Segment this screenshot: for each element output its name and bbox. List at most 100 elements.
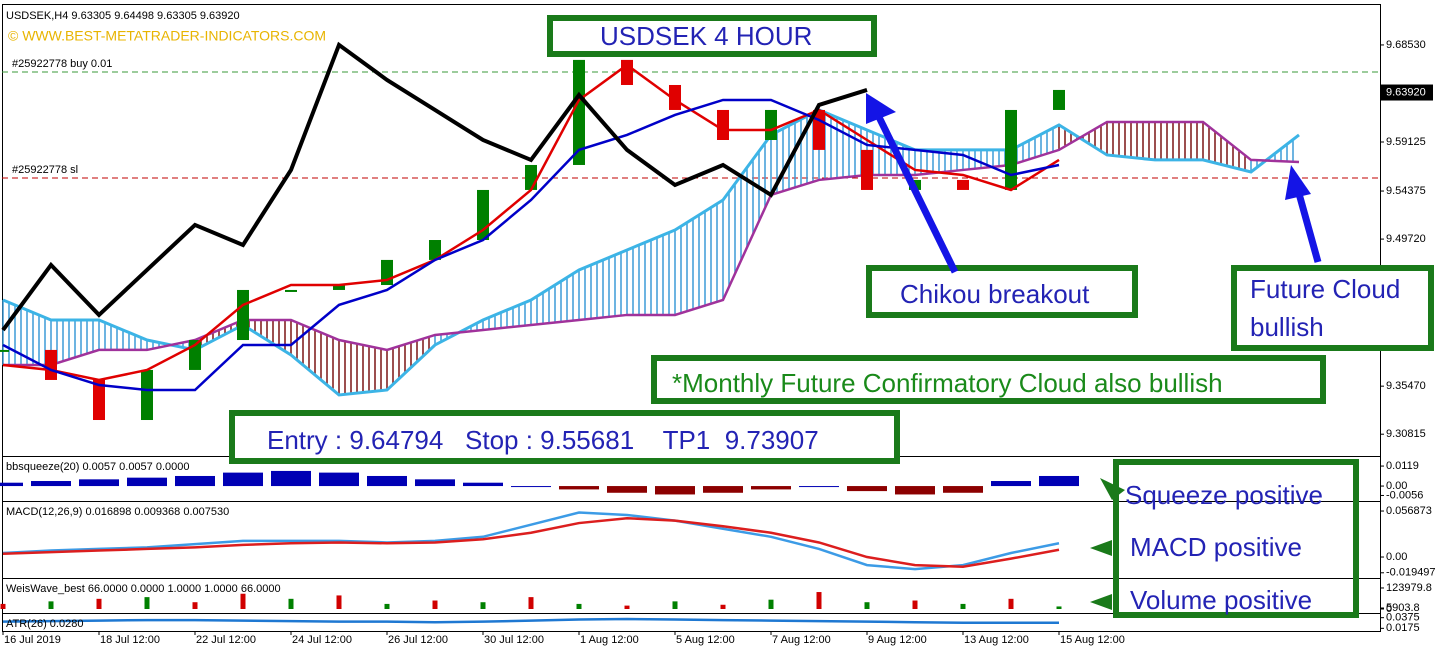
annotation-box xyxy=(547,15,877,57)
x-tick-label: 16 Jul 2019 xyxy=(4,634,61,646)
bar xyxy=(384,603,390,609)
candle xyxy=(237,289,249,341)
bar xyxy=(336,595,342,609)
line xyxy=(1,41,868,332)
line xyxy=(3,120,1300,367)
y-tick-label: 0.0375 xyxy=(1386,612,1420,624)
y-tick-label: -0.019497 xyxy=(1386,567,1435,579)
y-tick-label: 9.30815 xyxy=(1386,428,1426,440)
bar xyxy=(528,597,534,609)
x-tick-label: 1 Aug 12:00 xyxy=(580,634,639,646)
bar xyxy=(816,592,822,609)
bar xyxy=(895,486,935,495)
bar xyxy=(960,603,966,609)
bar xyxy=(703,486,743,493)
panel-title: ATR(26) 0.0280 xyxy=(6,618,83,630)
candle xyxy=(333,285,345,290)
bar xyxy=(864,602,870,609)
bar xyxy=(79,479,119,487)
bar xyxy=(480,602,486,609)
candle xyxy=(861,149,873,190)
candle xyxy=(93,379,105,421)
watermark: © WWW.BEST-METATRADER-INDICATORS.COM xyxy=(8,28,326,44)
bar xyxy=(1039,475,1079,487)
candle xyxy=(909,179,921,190)
bar xyxy=(463,482,503,487)
bar xyxy=(576,603,582,609)
x-tick-label: 30 Jul 12:00 xyxy=(484,634,544,646)
line xyxy=(2,511,1060,571)
annotation: Entry : 9.64794 Stop : 9.55681 TP1 9.739… xyxy=(267,425,819,455)
annotation: Future Cloud xyxy=(1250,274,1401,304)
bar xyxy=(991,481,1031,487)
annotation: Volume positive xyxy=(1130,585,1313,615)
y-tick-label: 0 xyxy=(1386,603,1392,615)
bar xyxy=(48,601,54,609)
y-tick-label: 0.00 xyxy=(1386,551,1407,563)
annotation: Squeeze positive xyxy=(1125,480,1324,510)
annotation-box xyxy=(651,355,1326,404)
bar xyxy=(271,470,311,487)
bar xyxy=(655,486,695,495)
candle xyxy=(717,109,729,140)
annotation-box xyxy=(1231,265,1434,351)
bar xyxy=(1056,606,1062,609)
bar xyxy=(672,601,678,609)
bar xyxy=(0,482,23,487)
y-tick-label: 5903.8 xyxy=(1386,602,1420,614)
candle xyxy=(285,289,297,292)
bar xyxy=(31,481,71,487)
bar xyxy=(288,598,294,609)
bar xyxy=(127,477,167,487)
bar xyxy=(768,599,774,609)
candle xyxy=(957,179,969,190)
candle xyxy=(1005,109,1017,190)
bar xyxy=(511,486,551,488)
x-tick-label: 5 Aug 12:00 xyxy=(676,634,735,646)
y-tick-label: 9.59125 xyxy=(1386,136,1426,148)
bar xyxy=(799,486,839,488)
x-tick-label: 15 Aug 12:00 xyxy=(1060,634,1125,646)
bar xyxy=(367,475,407,487)
candle xyxy=(669,84,681,110)
bar xyxy=(192,602,198,609)
annotation-box xyxy=(229,410,900,464)
annotation: MACD positive xyxy=(1130,532,1302,562)
y-tick-label: 9.35470 xyxy=(1386,380,1426,392)
bar xyxy=(432,600,438,609)
annotation: *Monthly Future Confirmatory Cloud also … xyxy=(672,368,1223,398)
candle xyxy=(429,240,441,260)
bar xyxy=(559,486,599,490)
x-tick-label: 18 Jul 12:00 xyxy=(100,634,160,646)
line xyxy=(2,617,1059,624)
bar xyxy=(96,598,102,609)
x-tick-label: 7 Aug 12:00 xyxy=(772,634,831,646)
bar xyxy=(847,486,887,492)
candle xyxy=(573,59,585,165)
y-tick-label: 9.68530 xyxy=(1386,39,1426,51)
bar xyxy=(607,486,647,493)
bar xyxy=(624,605,630,609)
candle xyxy=(765,109,777,140)
bar xyxy=(0,603,6,609)
bar xyxy=(144,597,150,609)
y-tick-label: -0.0056 xyxy=(1386,489,1423,501)
y-tick-label: 9.49720 xyxy=(1386,233,1426,245)
annotation-box xyxy=(866,265,1138,318)
candle xyxy=(141,369,153,421)
candle xyxy=(45,349,57,380)
bar xyxy=(415,479,455,487)
current-price-box xyxy=(1381,84,1433,101)
line xyxy=(2,63,1060,382)
bar xyxy=(175,475,215,487)
current-price-label: 9.63920 xyxy=(1386,86,1426,98)
x-tick-label: 26 Jul 12:00 xyxy=(388,634,448,646)
candle xyxy=(525,164,537,190)
bar xyxy=(943,486,983,493)
y-tick-label: 0.056873 xyxy=(1386,505,1432,517)
annotation: bullish xyxy=(1250,312,1324,342)
bar xyxy=(1008,598,1014,609)
annotation: USDSEK 4 HOUR xyxy=(600,21,813,51)
x-tick-label: 24 Jul 12:00 xyxy=(292,634,352,646)
panel-title: WeisWave_best 66.0000 0.0000 1.0000 1.00… xyxy=(6,583,281,595)
